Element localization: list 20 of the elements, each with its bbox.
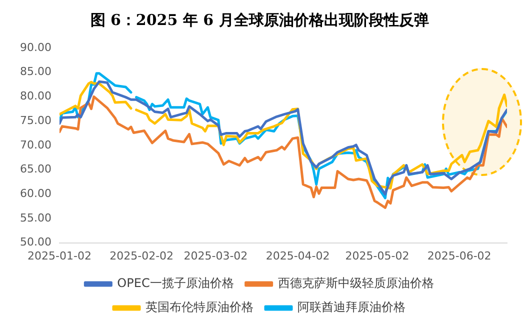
legend-label: 阿联酋迪拜原油价格 bbox=[298, 300, 406, 314]
y-tick-label: 50.00 bbox=[20, 236, 52, 249]
y-tick-label: 85.00 bbox=[20, 65, 52, 78]
legend-label: 英国布伦特原油价格 bbox=[146, 300, 254, 314]
x-tick-label: 2025-02-02 bbox=[110, 249, 174, 262]
y-tick-label: 90.00 bbox=[20, 40, 52, 54]
y-tick-label: 75.00 bbox=[20, 114, 52, 127]
y-tick-label: 80.00 bbox=[20, 90, 52, 103]
x-tick-label: 2025-04-02 bbox=[266, 249, 330, 262]
x-tick-label: 2025-01-02 bbox=[28, 249, 92, 262]
chart-title: 图 6：2025 年 6 月全球原油价格出现阶段性反弹 bbox=[90, 10, 429, 29]
x-tick-label: 2025-05-02 bbox=[345, 249, 410, 262]
y-tick-label: 60.00 bbox=[20, 186, 52, 200]
legend-label: 西德克萨斯中级轻质原油价格 bbox=[278, 276, 434, 290]
x-tick-label: 2025-06-02 bbox=[427, 249, 492, 262]
x-tick-label: 2025-03-02 bbox=[184, 249, 248, 262]
y-tick-label: 55.00 bbox=[20, 211, 52, 224]
y-tick-label: 65.00 bbox=[20, 162, 52, 176]
y-tick-label: 70.00 bbox=[20, 138, 52, 152]
legend-label: OPEC一揽子原油价格 bbox=[117, 276, 234, 290]
